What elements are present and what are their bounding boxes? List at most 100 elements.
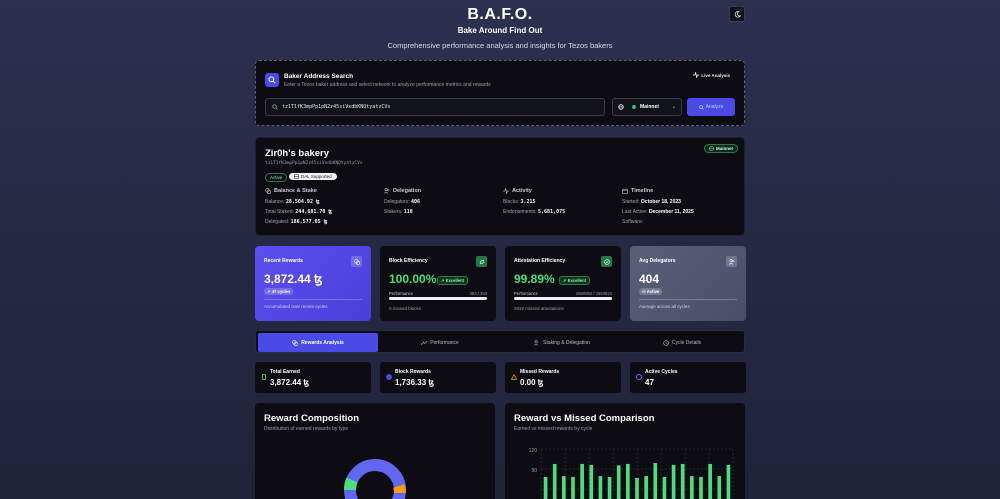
live-analysis-text: Live Analysis bbox=[701, 72, 730, 78]
reward-composition-panel: Reward Composition Distribution of earne… bbox=[255, 403, 495, 499]
stakers-label: Stakers: bbox=[384, 209, 403, 215]
earned-bar bbox=[662, 477, 667, 499]
performance-label: Performance bbox=[389, 291, 413, 296]
blocks-label: Blocks: bbox=[503, 199, 520, 205]
app-tagline: Comprehensive performance analysis and i… bbox=[387, 41, 613, 50]
earned-bar bbox=[690, 476, 694, 499]
cycle-icon bbox=[636, 374, 642, 380]
stat-label: Active Cycles bbox=[645, 369, 678, 375]
tab-staking-delegation[interactable]: Staking & Delegation bbox=[502, 333, 622, 352]
network-badge-label: Mainnet bbox=[715, 146, 733, 151]
performance-bar bbox=[389, 297, 487, 300]
card-value: 99.89% bbox=[514, 272, 555, 286]
excellent-badge-label: Excellent bbox=[567, 278, 587, 283]
earned-bar bbox=[589, 464, 594, 499]
card-value: 3,872.44 ꜩ bbox=[264, 272, 323, 286]
stat-label: Block Rewards bbox=[395, 369, 431, 375]
donut-segment-attestation bbox=[344, 477, 358, 491]
address-input[interactable] bbox=[282, 104, 602, 110]
chart-subtitle: Earned vs missed rewards by cycle bbox=[514, 426, 593, 432]
performance-value: 383 / 383 bbox=[469, 291, 487, 296]
balance-stake-heading: Balance & Stake bbox=[265, 188, 375, 194]
stat-missed-rewards: Missed Rewards 0.00 ꜩ bbox=[505, 362, 621, 393]
search-icon bbox=[265, 73, 279, 87]
network-select-value: Mainnet bbox=[640, 104, 659, 110]
donut-chart bbox=[344, 459, 406, 499]
delegators-label: Delegators: bbox=[384, 199, 410, 205]
tab-label: Rewards Analysis bbox=[301, 339, 344, 346]
earned-bar bbox=[580, 463, 584, 499]
delegated-line: Delegated: 186,577.05 ꜩ bbox=[265, 219, 375, 225]
dal-badge-label: DAL Supported bbox=[301, 174, 332, 179]
blocks-line: Blocks: 3,215 bbox=[503, 199, 613, 205]
live-analysis-label: Live Analysis bbox=[693, 72, 730, 78]
card-footer: 2932 missed attestations bbox=[514, 306, 564, 311]
card-footer: Average across all cycles bbox=[639, 304, 690, 309]
chart-subtitle: Distribution of earned rewards by type bbox=[264, 426, 349, 432]
chart-title: Reward Composition bbox=[264, 413, 360, 424]
dal-badge: DAL Supported bbox=[289, 173, 337, 180]
activity-heading: Activity bbox=[503, 188, 613, 194]
divider bbox=[264, 299, 362, 300]
coins-icon bbox=[351, 256, 362, 267]
stat-label: Missed Rewards bbox=[520, 369, 560, 375]
endorsements-label: Endorsements: bbox=[503, 209, 537, 215]
coins-icon bbox=[265, 188, 271, 194]
active-pill-label: Active bbox=[646, 289, 660, 294]
performance-bar bbox=[514, 297, 612, 300]
card-footer: Accumulated over recent cycles bbox=[264, 304, 328, 309]
card-footer: 0 missed blocks bbox=[389, 306, 422, 311]
card-value: 404 bbox=[639, 272, 660, 286]
last-active-line: Last Active: December 11, 2025 bbox=[622, 209, 732, 215]
earned-bar bbox=[598, 476, 603, 499]
timeline-title: Timeline bbox=[631, 188, 654, 194]
analyze-button[interactable]: Analyze bbox=[687, 98, 735, 116]
earned-bar bbox=[626, 463, 630, 499]
stat-value: 47 bbox=[645, 378, 654, 387]
moon-icon bbox=[734, 10, 741, 17]
search-icon bbox=[698, 104, 704, 110]
started-line: Started: October 18, 2023 bbox=[622, 199, 732, 205]
balance-stake-section: Balance & Stake Balance: 28,504.92 ꜩ Tot… bbox=[265, 188, 375, 229]
cycles-pill-label: 47 cycles bbox=[271, 289, 291, 294]
tab-performance[interactable]: Performance bbox=[380, 333, 500, 352]
check-icon bbox=[601, 256, 612, 267]
delegators-value: 406 bbox=[410, 199, 420, 205]
blocks-value: 3,215 bbox=[520, 199, 536, 205]
status-badge: Active bbox=[265, 173, 288, 182]
excellent-badge: ↗ Excellent bbox=[559, 276, 591, 285]
theme-toggle-button[interactable] bbox=[729, 6, 745, 22]
balance-value: 28,504.92 ꜩ bbox=[285, 199, 320, 205]
cycles-pill: ↗ 47 cycles bbox=[264, 288, 294, 295]
network-status-dot bbox=[632, 105, 636, 109]
earned-bar bbox=[562, 476, 566, 499]
endorsements-value: 5,681,075 bbox=[538, 209, 566, 215]
stat-total-earned: Total Earned 3,872.44 ꜩ bbox=[255, 362, 371, 393]
network-badge: Mainnet bbox=[703, 144, 738, 153]
last-active-value: December 11, 2025 bbox=[648, 209, 694, 215]
balance-stake-title: Balance & Stake bbox=[274, 188, 317, 194]
users-icon bbox=[384, 188, 390, 194]
coins-icon bbox=[292, 339, 299, 346]
stat-value: 3,872.44 ꜩ bbox=[270, 378, 310, 387]
earned-bar bbox=[543, 477, 548, 499]
endorsements-line: Endorsements: 5,681,075 bbox=[503, 209, 613, 215]
performance-value: 2660992 / 2663924 bbox=[575, 291, 612, 296]
clock-icon bbox=[663, 339, 669, 346]
performance-bar-fill bbox=[514, 297, 612, 300]
card-title: Recent Rewards bbox=[264, 258, 303, 264]
timeline-heading: Timeline bbox=[622, 188, 732, 194]
stat-block-rewards: Block Rewards 1,736.33 ꜩ bbox=[380, 362, 496, 393]
software-line: Software: bbox=[622, 219, 732, 225]
tab-cycle-details[interactable]: Cycle Details bbox=[622, 333, 742, 352]
delegation-heading: Delegation bbox=[384, 188, 494, 194]
tab-rewards-analysis[interactable]: Rewards Analysis bbox=[258, 333, 378, 352]
started-value: October 18, 2023 bbox=[640, 199, 681, 205]
performance-bar-fill bbox=[389, 297, 487, 300]
globe-icon bbox=[618, 104, 624, 110]
donut-segment-block bbox=[344, 459, 406, 499]
staked-line: Total Staked: 244,681.70 ꜩ bbox=[265, 209, 375, 215]
network-select[interactable]: Mainnet ⌄ bbox=[612, 98, 682, 116]
active-pill: ⚇ Active bbox=[639, 288, 663, 295]
staked-label: Total Staked: bbox=[265, 209, 294, 215]
